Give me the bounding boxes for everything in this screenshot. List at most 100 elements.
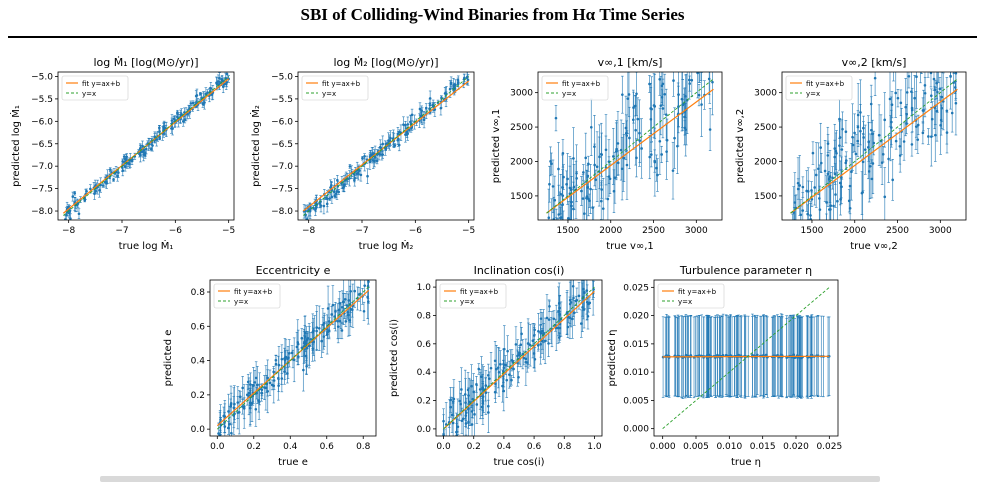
x-tick-label: 2000: [843, 226, 866, 236]
data-point: [665, 150, 668, 153]
x-tick-label: 0.6: [527, 442, 542, 452]
data-point: [477, 367, 481, 371]
chart-title: Turbulence parameter η: [679, 264, 812, 277]
data-point: [236, 401, 240, 404]
data-point: [831, 176, 834, 180]
data-point: [833, 172, 837, 176]
plot-vinf-2: v∞,2 [km/s] 1500 2000 2500 3000 1500 2000 2500 3…: [732, 54, 972, 254]
data-point: [69, 217, 72, 220]
y-tick-label: 0.4: [191, 357, 206, 367]
data-point: [561, 152, 565, 155]
data-point: [665, 354, 668, 357]
data-point: [462, 417, 465, 421]
data-point: [658, 77, 662, 81]
data-point: [593, 163, 596, 167]
legend-box: [439, 283, 507, 309]
data-point: [616, 142, 620, 145]
identity-line: [443, 286, 595, 430]
data-point: [871, 162, 875, 165]
legend-identity-label: y=x: [806, 90, 820, 98]
data-point: [343, 298, 347, 301]
x-tick-label: −7: [115, 226, 128, 236]
data-point: [698, 66, 701, 69]
y-tick-label: 0.8: [191, 288, 206, 298]
data-point: [873, 76, 877, 80]
data-point: [799, 213, 803, 217]
legend-box: [541, 75, 609, 101]
legend-fit-label: fit y=ax+b: [234, 288, 273, 296]
data-point: [222, 414, 226, 418]
data-point: [283, 370, 286, 373]
chart-title: Inclination cos(i): [474, 264, 565, 277]
data-point: [585, 195, 589, 198]
data-point: [342, 300, 345, 304]
data-point: [549, 160, 552, 163]
data-point: [125, 155, 129, 159]
data-point: [640, 147, 643, 150]
data-point: [579, 322, 583, 325]
x-tick-label: 3000: [685, 226, 708, 236]
fit-line: [443, 290, 595, 430]
data-point: [836, 199, 839, 203]
data-point: [487, 373, 490, 377]
data-point: [550, 246, 553, 249]
data-point: [307, 344, 311, 348]
data-point: [170, 119, 174, 122]
data-point: [935, 81, 939, 85]
data-point: [676, 144, 679, 148]
data-point: [263, 386, 266, 389]
data-point: [625, 163, 629, 167]
data-point: [568, 186, 572, 190]
data-point: [487, 411, 490, 414]
data-point: [68, 210, 71, 214]
data-point: [933, 88, 937, 92]
data-point: [286, 372, 289, 375]
y-tick-label: −6.0: [31, 117, 53, 127]
y-tick-label: 1500: [510, 192, 533, 202]
data-point: [952, 60, 955, 63]
fit-line: [302, 80, 470, 212]
y-tick-label: −6.5: [31, 140, 53, 150]
x-tick-label: 2500: [886, 226, 909, 236]
x-tick-label: −8: [62, 226, 76, 236]
chart-title: Eccentricity e: [256, 264, 331, 277]
data-point: [246, 380, 250, 384]
data-point: [450, 452, 453, 455]
y-tick-label: 3000: [510, 89, 533, 99]
x-axis-label: true v∞,1: [606, 241, 654, 252]
data-point: [467, 407, 470, 411]
data-point: [543, 339, 547, 343]
data-point: [939, 123, 942, 127]
data-point: [923, 84, 927, 87]
data-point: [582, 287, 585, 291]
data-point: [65, 213, 68, 217]
data-point: [701, 54, 704, 57]
data-point: [584, 156, 588, 160]
data-point: [121, 160, 124, 163]
x-tick-label: 0.6: [320, 442, 335, 452]
data-point: [384, 147, 388, 151]
data-point: [825, 201, 828, 204]
data-point: [428, 102, 432, 105]
y-tick-label: −7.0: [271, 162, 293, 172]
axes-frame: [209, 279, 377, 437]
data-point: [557, 167, 560, 171]
legend: fit y=ax+b y=x: [213, 283, 281, 309]
data-point: [335, 190, 339, 193]
data-point: [317, 327, 321, 330]
data-point: [671, 169, 675, 172]
data-point: [591, 275, 594, 278]
data-point: [239, 395, 242, 399]
data-point: [163, 126, 167, 130]
data-point: [945, 131, 949, 134]
data-point: [838, 181, 842, 185]
data-point: [635, 92, 638, 96]
legend: fit y=ax+b y=x: [785, 75, 853, 101]
data-point: [377, 152, 381, 156]
x-tick-label: 0.4: [283, 442, 298, 452]
data-point: [794, 227, 797, 230]
data-point: [626, 97, 630, 100]
data-point: [558, 326, 562, 330]
data-point: [539, 342, 542, 346]
data-point: [183, 111, 186, 114]
